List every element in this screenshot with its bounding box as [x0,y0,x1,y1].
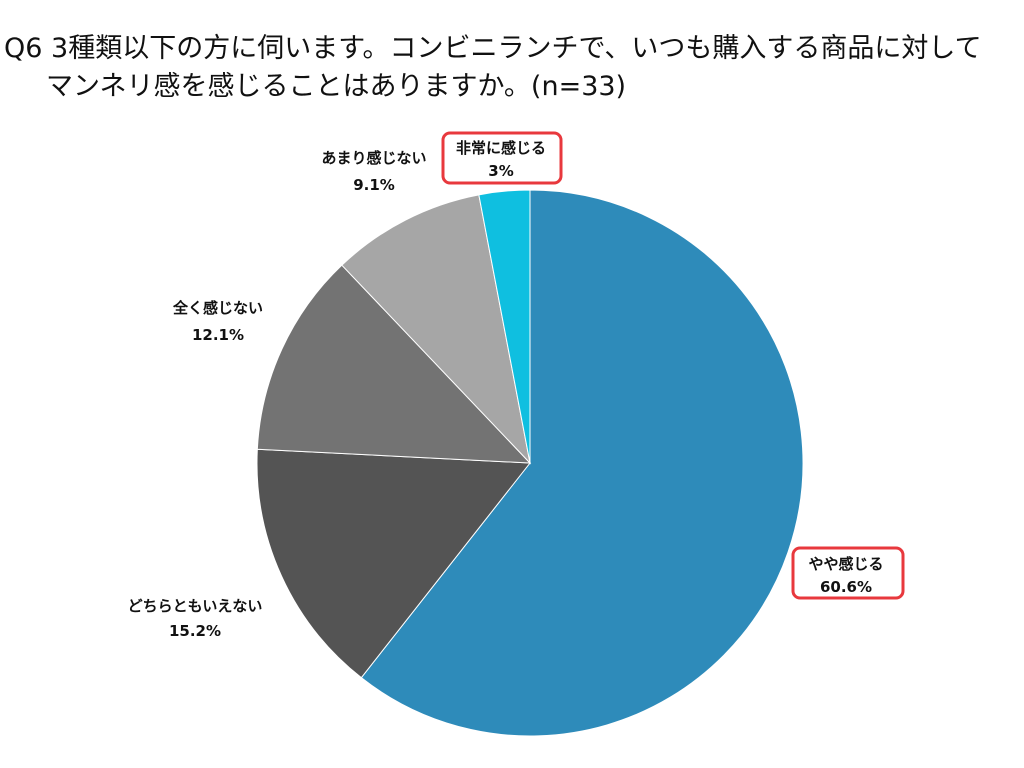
pie-slice [478,189,531,464]
slice-value-label: 9.1% [353,176,395,194]
slice-category-label: 全く感じない [172,299,263,317]
slice-value-label: 15.2% [169,622,221,640]
pie-slice [256,264,532,464]
pie-slice [360,189,804,737]
chart-title: Q6 3種類以下の方に伺います。コンビニランチで、いつも購入する商品に対して マ… [0,30,1010,106]
slice-category-label: どちらともいえない [128,597,263,615]
pie-slice [341,194,531,465]
pie-labels: やや感じる 60.6% どちらともいえない 15.2% 全く感じない 12.1% あまり感じ… [128,131,905,640]
slice-value-label: 3% [488,162,513,180]
slice-value-label: 12.1% [192,326,244,344]
slice-category-label: 非常に感じる [456,139,546,157]
slice-category-label: やや感じる [808,555,883,573]
slice-category-label: あまり感じない [321,149,426,167]
pie-slice [256,448,531,679]
highlight-box [791,546,905,600]
slice-value-label: 60.6% [820,578,872,596]
chart-title-line2: マンネリ感を感じることはありますか。(n=33) [46,71,627,102]
chart-title-line1: Q6 3種類以下の方に伺います。コンビニランチで、いつも購入する商品に対して [4,33,982,64]
highlight-box [441,131,563,185]
pie-slices [256,189,804,737]
